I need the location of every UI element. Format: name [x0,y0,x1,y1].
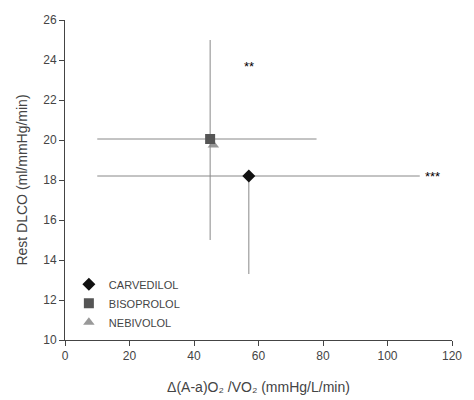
svg-text:60: 60 [252,349,266,363]
svg-text:16: 16 [43,213,57,227]
svg-text:18: 18 [43,173,57,187]
svg-text:NEBIVOLOL: NEBIVOLOL [109,317,171,329]
svg-text:24: 24 [43,53,57,67]
svg-text:120: 120 [442,349,462,363]
svg-text:**: ** [244,59,254,74]
svg-text:BISOPROLOL: BISOPROLOL [109,298,180,310]
svg-text:14: 14 [43,253,57,267]
svg-text:100: 100 [377,349,397,363]
svg-text:12: 12 [43,293,57,307]
svg-text:CARVEDILOL: CARVEDILOL [109,279,178,291]
svg-text:80: 80 [316,349,330,363]
svg-text:Δ(A-a)O₂ /VO₂ (mmHg/L/min): Δ(A-a)O₂ /VO₂ (mmHg/L/min) [167,379,350,395]
svg-text:26: 26 [43,13,57,27]
svg-text:10: 10 [43,333,57,347]
svg-text:0: 0 [62,349,69,363]
svg-text:22: 22 [43,93,57,107]
svg-text:20: 20 [43,133,57,147]
svg-text:20: 20 [123,349,137,363]
svg-text:40: 40 [187,349,201,363]
svg-text:***: *** [425,169,440,184]
svg-text:Rest DLCO (ml/mmHg/min): Rest DLCO (ml/mmHg/min) [14,94,30,265]
